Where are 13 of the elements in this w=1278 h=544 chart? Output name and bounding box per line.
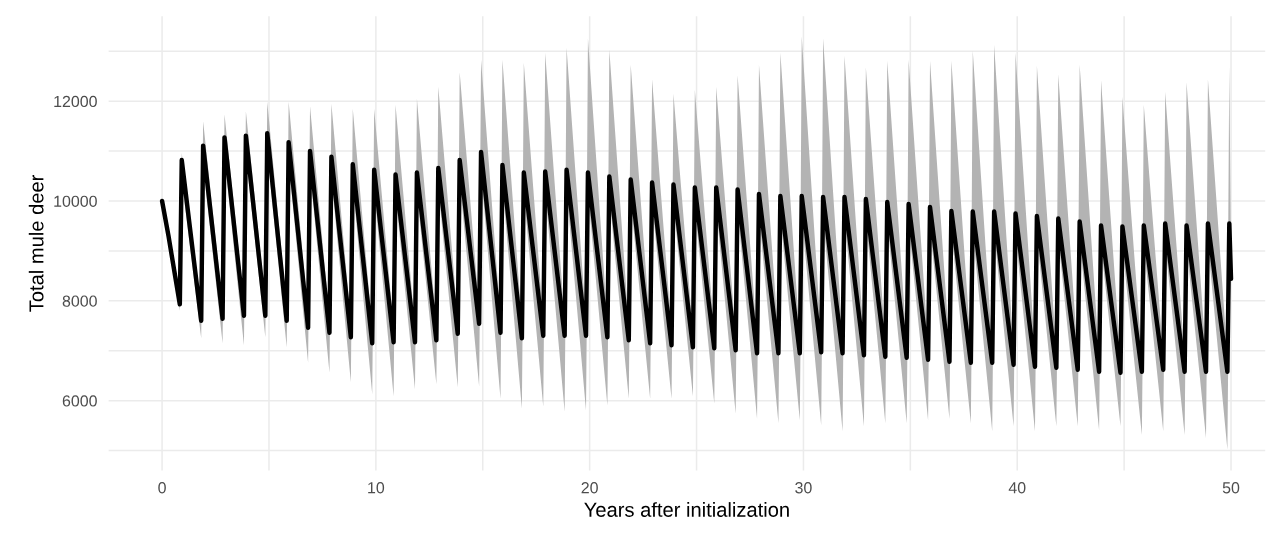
y-tick-label: 6000 (62, 395, 97, 407)
x-tick-label: 30 (795, 482, 812, 494)
y-axis-title: Total mule deer (28, 174, 44, 312)
x-tick-label: 20 (581, 482, 598, 494)
line-series (159, 130, 1234, 375)
y-tick-label: 12000 (54, 95, 97, 108)
x-tick-label: 40 (1008, 482, 1026, 494)
x-tick-label: 50 (1222, 482, 1240, 494)
x-tick-label: 10 (368, 482, 385, 494)
x-tick-label: 0 (158, 482, 166, 494)
y-tick-label: 8000 (62, 295, 97, 307)
x-axis-title: Years after initialization (584, 502, 789, 517)
y-tick-label: 10000 (54, 195, 97, 207)
